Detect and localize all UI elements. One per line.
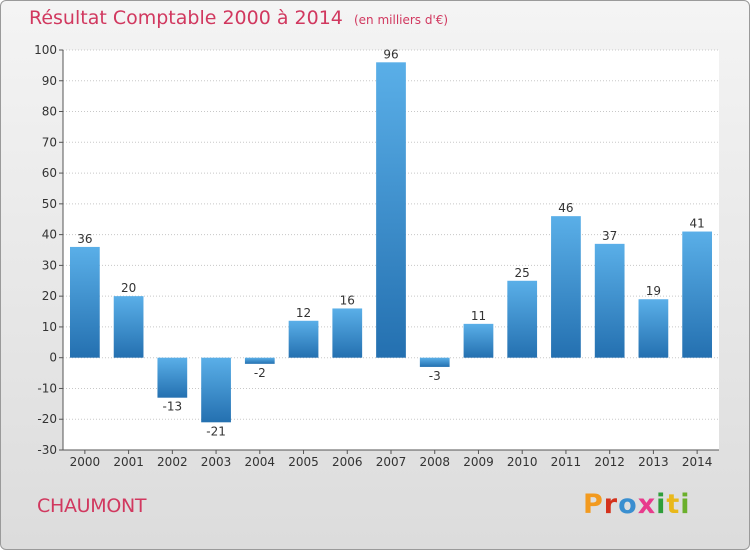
data-label-2006: 16 — [340, 293, 355, 307]
y-tick-label: 40 — [42, 228, 57, 242]
proxiti-logo[interactable]: Proxiti — [583, 489, 691, 520]
y-tick-label: -30 — [37, 443, 57, 457]
bar-2014 — [682, 231, 713, 358]
bar-2005 — [288, 320, 319, 358]
unit-note: (en milliers d'€) — [353, 13, 449, 27]
logo-letter: i — [680, 489, 691, 520]
logo-letter: P — [583, 489, 604, 520]
x-tick-label: 2009 — [463, 455, 494, 469]
x-tick-label: 2004 — [245, 455, 276, 469]
y-tick-label: -10 — [37, 381, 57, 395]
x-tick-label: 2008 — [419, 455, 450, 469]
x-tick-label: 2013 — [638, 455, 669, 469]
bar-2009 — [463, 323, 494, 358]
y-tick-label: 80 — [42, 105, 57, 119]
bar-2007 — [376, 62, 406, 358]
data-label-2008: -3 — [429, 369, 441, 383]
data-label-2009: 11 — [471, 309, 486, 323]
bar-2011 — [551, 216, 581, 358]
bar-2002 — [157, 357, 188, 398]
chart-title: Résultat Comptable 2000 à 2014 (en milli… — [29, 7, 448, 29]
y-tick-label: 90 — [42, 74, 57, 88]
bar-2001 — [113, 296, 144, 358]
data-label-2001: 20 — [121, 281, 136, 295]
y-tick-label: 30 — [42, 258, 57, 272]
logo-letter: o — [618, 489, 638, 520]
data-label-2012: 37 — [602, 229, 617, 243]
y-tick-label: 10 — [42, 320, 57, 334]
x-tick-label: 2014 — [682, 455, 713, 469]
data-label-2010: 25 — [515, 266, 530, 280]
x-tick-label: 2007 — [376, 455, 407, 469]
y-tick-label: -20 — [37, 412, 57, 426]
logo-letter: x — [637, 489, 657, 520]
x-tick-label: 2000 — [70, 455, 101, 469]
data-label-2005: 12 — [296, 306, 311, 320]
x-tick-label: 2005 — [288, 455, 319, 469]
x-tick-label: 2001 — [113, 455, 144, 469]
bar-2008 — [419, 357, 450, 367]
logo-letter: r — [603, 489, 619, 520]
bar-2013 — [638, 299, 669, 358]
x-tick-label: 2011 — [551, 455, 582, 469]
bar-2012 — [594, 243, 625, 358]
bar-2003 — [201, 357, 231, 423]
data-label-2000: 36 — [77, 232, 92, 246]
x-tick-label: 2012 — [594, 455, 625, 469]
bar-2006 — [332, 308, 363, 358]
y-tick-label: 20 — [42, 289, 57, 303]
data-label-2007: 96 — [383, 47, 398, 61]
data-label-2014: 41 — [689, 217, 704, 231]
data-label-2013: 19 — [646, 284, 661, 298]
data-label-2002: -13 — [163, 400, 183, 414]
commune-name: CHAUMONT — [37, 495, 147, 517]
data-label-2011: 46 — [558, 201, 573, 215]
logo-letter: i — [656, 489, 667, 520]
bar-2004 — [244, 357, 275, 364]
data-label-2003: -21 — [206, 424, 226, 438]
y-tick-label: 70 — [42, 135, 57, 149]
x-tick-label: 2003 — [201, 455, 232, 469]
x-tick-label: 2002 — [157, 455, 188, 469]
y-tick-label: 0 — [49, 351, 57, 365]
y-tick-label: 60 — [42, 166, 57, 180]
y-tick-label: 100 — [34, 43, 57, 57]
x-tick-label: 2006 — [332, 455, 363, 469]
x-tick-label: 2010 — [507, 455, 538, 469]
y-tick-label: 50 — [42, 197, 57, 211]
data-label-2004: -2 — [254, 366, 266, 380]
logo-letter: t — [666, 489, 681, 520]
bar-2010 — [507, 280, 538, 358]
bar-2000 — [69, 246, 100, 358]
title-text: Résultat Comptable 2000 à 2014 — [29, 7, 343, 29]
